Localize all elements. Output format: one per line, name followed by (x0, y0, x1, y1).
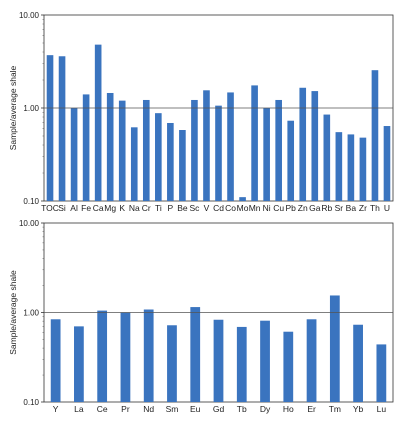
x-tick-label-Cu: Cu (273, 203, 284, 213)
x-tick-label-Ga: Ga (309, 203, 321, 213)
bar-U (383, 126, 391, 201)
bar-Mn (251, 85, 258, 201)
x-tick-label-Co: Co (225, 203, 236, 213)
bar-Er (306, 319, 317, 402)
bar-Dy (260, 320, 270, 402)
x-tick-label-Mn: Mn (249, 203, 261, 213)
bar-Yb (353, 324, 363, 402)
bar-Lu (376, 344, 387, 402)
y-tick-label: 10.00 (19, 11, 40, 20)
x-tick-label-Zr: Zr (359, 203, 367, 213)
x-tick-label-Mg: Mg (104, 203, 116, 213)
bar-Y (50, 319, 61, 402)
bar-Cr (142, 99, 150, 201)
x-tick-label-Lu: Lu (377, 404, 387, 414)
x-tick-label-Nd: Nd (143, 404, 154, 414)
bar-Cd (215, 105, 222, 201)
x-tick-label-Na: Na (129, 203, 140, 213)
bar-Cu (275, 99, 282, 201)
bar-Pr (120, 312, 131, 402)
x-tick-label-Cd: Cd (213, 203, 224, 213)
x-tick-label-K: K (119, 203, 125, 213)
x-tick-label-TOC: TOC (41, 203, 59, 213)
x-tick-label-Be: Be (177, 203, 188, 213)
x-tick-label-Th: Th (370, 203, 380, 213)
bar-Ba (347, 134, 355, 201)
x-tick-label-Ni: Ni (263, 203, 271, 213)
x-tick-label-Cr: Cr (142, 203, 151, 213)
y-axis-label: Sample/average shale (8, 65, 18, 150)
x-tick-label-Ce: Ce (97, 404, 108, 414)
bar-Si (58, 56, 66, 202)
x-tick-label-Zn: Zn (298, 203, 308, 213)
bar-Th (371, 70, 379, 201)
bar-Ce (97, 310, 108, 402)
bar-Sm (167, 325, 177, 402)
bar-Sr (335, 132, 343, 201)
x-tick-label-Ti: Ti (155, 203, 162, 213)
bar-V (203, 90, 210, 201)
x-tick-label-Sc: Sc (189, 203, 200, 213)
bar-Pb (287, 120, 295, 201)
bar-Sc (191, 99, 198, 201)
x-tick-label-La: La (74, 404, 84, 414)
x-tick-label-P: P (168, 203, 174, 213)
bar-Eu (190, 307, 201, 402)
bar-Rb (323, 114, 331, 201)
x-tick-label-Ho: Ho (283, 404, 294, 414)
x-tick-label-Sm: Sm (166, 404, 179, 414)
x-tick-label-Al: Al (70, 203, 78, 213)
y-axis-label: Sample/average shale (8, 270, 18, 355)
x-tick-label-Ca: Ca (93, 203, 104, 213)
chart-panel-1: 0.10 1.00 10.00 Sample/average shale TOC Si Al… (8, 11, 394, 213)
x-tick-label-Mo: Mo (237, 203, 249, 213)
bar-Na (130, 127, 138, 201)
bar-Ga (311, 91, 319, 201)
x-tick-label-Tb: Tb (237, 404, 247, 414)
y-tick-label: 1.00 (23, 309, 39, 318)
x-tick-label-Eu: Eu (190, 404, 201, 414)
x-tick-label-V: V (204, 203, 210, 213)
bar-Al (70, 108, 78, 201)
y-tick-label: 1.00 (23, 104, 39, 113)
bar-Zr (359, 137, 367, 201)
chart-panel-2: 0.10 1.00 10.00 Sample/average shale Y La Ce Pr… (8, 219, 394, 414)
y-tick-label: 10.00 (19, 219, 40, 228)
y-tick-label: 0.10 (23, 197, 39, 206)
x-tick-label-Pb: Pb (286, 203, 297, 213)
x-tick-label-Dy: Dy (260, 404, 271, 414)
x-tick-label-Yb: Yb (353, 404, 364, 414)
bar-Ni (263, 108, 270, 201)
bar-Ti (155, 113, 162, 201)
bar-Tm (329, 295, 340, 402)
x-tick-label-Rb: Rb (321, 203, 332, 213)
bar-P (167, 122, 174, 201)
x-tick-label-Si: Si (58, 203, 66, 213)
x-tick-label-Pr: Pr (121, 404, 130, 414)
x-tick-label-Ba: Ba (346, 203, 357, 213)
bar-Be (179, 130, 186, 201)
bar-Zn (299, 87, 307, 201)
bar-Fe (82, 94, 90, 201)
x-tick-label-Sr: Sr (335, 203, 344, 213)
bar-Gd (213, 319, 224, 402)
bar-Co (227, 92, 234, 201)
x-tick-label-U: U (384, 203, 390, 213)
bar-Mo (239, 197, 246, 201)
bar-TOC (46, 55, 54, 201)
x-tick-label-Er: Er (307, 404, 316, 414)
x-tick-label-Fe: Fe (81, 203, 91, 213)
bar-K (118, 100, 126, 201)
bar-Ho (283, 331, 294, 402)
x-tick-label-Gd: Gd (213, 404, 225, 414)
bar-Mg (106, 92, 114, 201)
bar-Ca (94, 44, 102, 201)
x-tick-label-Y: Y (53, 404, 59, 414)
bar-Nd (143, 309, 154, 402)
x-tick-label-Tm: Tm (329, 404, 341, 414)
bar-Tb (236, 326, 247, 402)
y-tick-label: 0.10 (23, 398, 39, 407)
bar-La (74, 326, 84, 402)
